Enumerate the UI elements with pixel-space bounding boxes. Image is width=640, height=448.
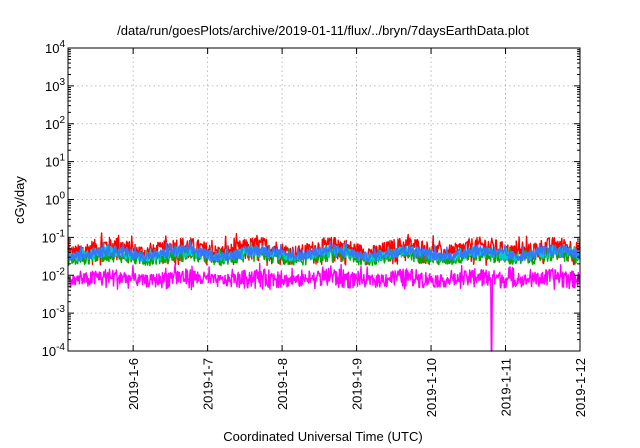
- chart-title: /data/run/goesPlots/archive/2019-01-11/f…: [117, 23, 529, 38]
- x-tick-label: 2019-1-6: [126, 358, 141, 410]
- x-tick-label: 2019-1-12: [573, 358, 588, 417]
- y-tick-label: 102: [45, 115, 65, 132]
- x-tick-label: 2019-1-8: [275, 358, 290, 410]
- grid: [68, 48, 580, 351]
- series-line: [67, 262, 581, 352]
- series-line: [67, 240, 581, 262]
- y-tick-label: 10-4: [42, 342, 66, 359]
- y-tick-label: 10-2: [42, 266, 66, 283]
- series-layer: [67, 232, 581, 352]
- y-tick-label: 104: [45, 39, 65, 56]
- x-tick-label: 2019-1-10: [424, 358, 439, 417]
- x-tick-label: 2019-1-7: [201, 358, 216, 410]
- x-tick-labels: 2019-1-6 2019-1-7 2019-1-8 2019-1-9 2019-1-1…: [126, 358, 588, 417]
- ticks: [68, 47, 581, 352]
- y-tick-labels: 10-4 10-3 10-2 10-1 100 101 102 103 104: [42, 39, 66, 359]
- x-tick-label: 2019-1-9: [350, 358, 365, 410]
- x-tick-label: 2019-1-11: [499, 358, 514, 416]
- x-axis-label: Coordinated Universal Time (UTC): [223, 429, 422, 444]
- y-tick-label: 101: [45, 153, 65, 170]
- y-tick-label: 100: [45, 191, 65, 208]
- y-tick-label: 10-3: [42, 304, 66, 321]
- y-tick-label: 103: [45, 77, 65, 94]
- y-axis-label: cGy/day: [12, 176, 27, 224]
- y-tick-label: 10-1: [42, 228, 66, 245]
